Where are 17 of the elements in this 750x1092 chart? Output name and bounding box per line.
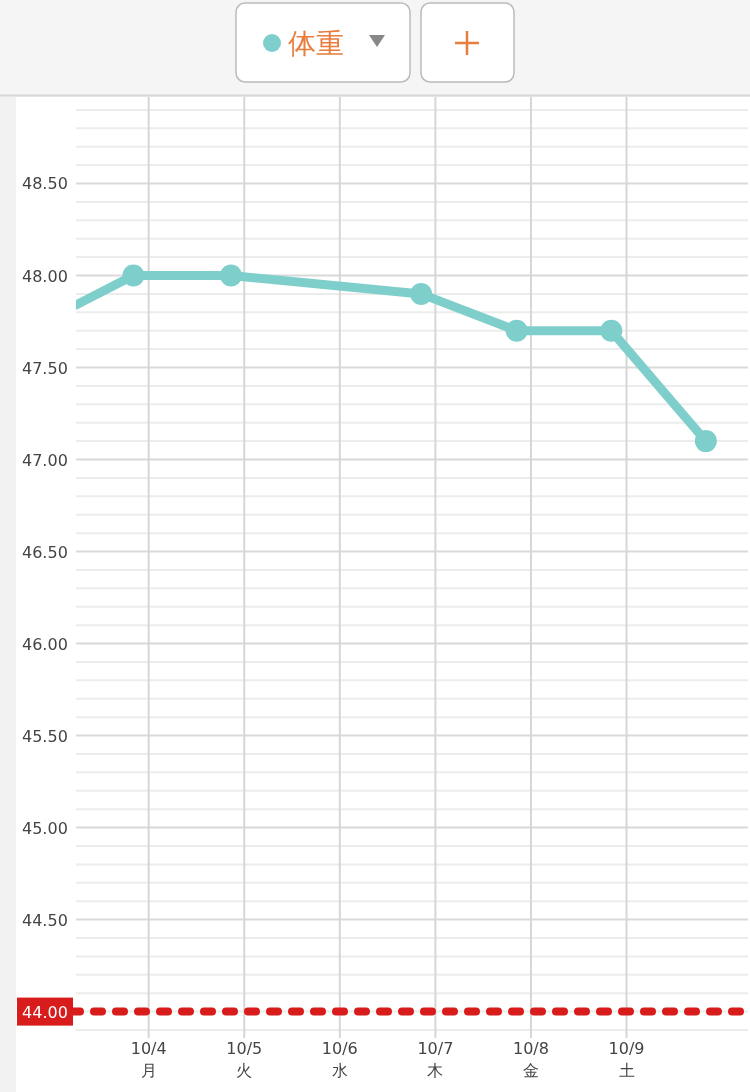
y-tick-label: 46.50	[22, 542, 68, 562]
y-tick-label: 47.50	[22, 358, 68, 378]
y-tick-label: 48.00	[22, 266, 68, 286]
y-tick-label: 48.50	[22, 174, 68, 194]
y-tick-label: 47.00	[22, 450, 68, 470]
x-tick-label: 10/8 金	[513, 1039, 549, 1080]
y-tick-label: 46.00	[22, 634, 68, 654]
x-tick-label: 10/7 木	[417, 1039, 454, 1080]
y-tick-label: 45.50	[22, 726, 68, 746]
x-tick-label: 10/6 水	[321, 1039, 358, 1080]
ref-line-label: 44.00	[22, 1002, 68, 1022]
y-tick-label: 45.00	[22, 818, 68, 838]
x-tick-label: 10/5 火	[226, 1039, 263, 1080]
x-tick-label: 10/9 土	[608, 1039, 645, 1080]
x-tick-label: 10/4 月	[130, 1039, 167, 1080]
y-tick-label: 44.50	[22, 910, 68, 930]
legend-label: 体重	[288, 27, 344, 60]
